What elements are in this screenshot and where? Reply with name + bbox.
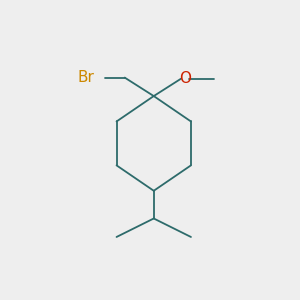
Text: Br: Br (78, 70, 94, 85)
Text: O: O (179, 71, 191, 86)
